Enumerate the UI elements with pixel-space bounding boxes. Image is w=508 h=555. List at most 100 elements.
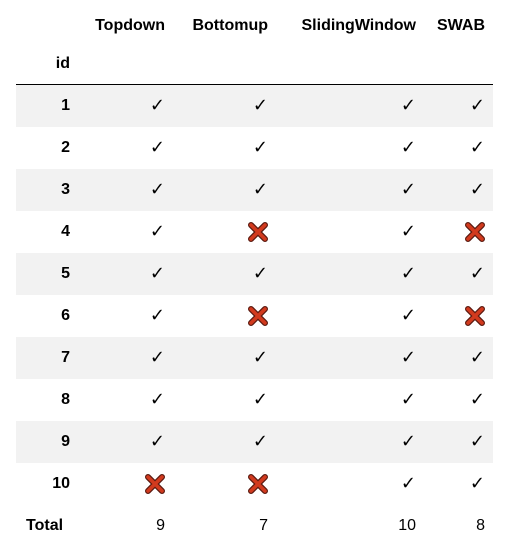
total-label: Total [26, 517, 64, 534]
check-icon: ✓ [400, 262, 416, 284]
cell-slidingwindow: ✓ [276, 127, 424, 169]
cell-topdown: ✓ [78, 295, 173, 337]
corner-cell [16, 8, 78, 44]
total-swab: 8 [476, 517, 485, 534]
check-icon: ✓ [400, 304, 416, 326]
table-row: 8 ✓ ✓ ✓ ✓ [16, 379, 493, 421]
table-row: 6 ✓ ✓ [16, 295, 493, 337]
cell-slidingwindow: ✓ [276, 463, 424, 505]
index-header-empty [173, 44, 276, 85]
table-row: 1 ✓ ✓ ✓ ✓ [16, 84, 493, 128]
check-icon: ✓ [469, 346, 485, 368]
cell-swab: ✓ [424, 127, 493, 169]
cell-bottomup: ✓ [173, 127, 276, 169]
column-header-topdown: Topdown [95, 17, 165, 34]
index-header-empty [424, 44, 493, 85]
cell-swab: ✓ [424, 463, 493, 505]
cell-topdown [78, 463, 173, 505]
cell-topdown: ✓ [78, 127, 173, 169]
check-icon: ✓ [252, 430, 268, 452]
check-icon: ✓ [469, 472, 485, 494]
row-id: 7 [61, 349, 70, 366]
row-id: 10 [52, 475, 70, 492]
cell-slidingwindow: ✓ [276, 253, 424, 295]
table-row: 10 ✓ ✓ [16, 463, 493, 505]
check-icon: ✓ [400, 430, 416, 452]
table-row: 9 ✓ ✓ ✓ ✓ [16, 421, 493, 463]
cross-icon [248, 306, 268, 326]
column-header-bottomup: Bottomup [192, 17, 268, 34]
cell-swab: ✓ [424, 85, 493, 128]
check-icon: ✓ [400, 220, 416, 242]
cell-swab [424, 211, 493, 253]
check-icon: ✓ [149, 220, 165, 242]
cell-bottomup: ✓ [173, 85, 276, 128]
check-icon: ✓ [149, 136, 165, 158]
total-row: Total 9 7 10 8 [16, 505, 493, 547]
check-icon: ✓ [252, 178, 268, 200]
column-header-slidingwindow: SlidingWindow [301, 17, 417, 34]
cell-slidingwindow: ✓ [276, 421, 424, 463]
cell-swab: ✓ [424, 169, 493, 211]
cell-topdown: ✓ [78, 379, 173, 421]
cell-slidingwindow: ✓ [276, 379, 424, 421]
cell-bottomup: ✓ [173, 169, 276, 211]
cell-topdown: ✓ [78, 169, 173, 211]
results-table: Topdown Bottomup SlidingWindow SWAB id 1… [16, 8, 493, 547]
row-id: 5 [61, 265, 70, 282]
total-slidingwindow: 10 [398, 517, 416, 534]
index-header-empty [78, 44, 173, 85]
cross-icon [248, 474, 268, 494]
check-icon: ✓ [469, 94, 485, 116]
table-header: Topdown Bottomup SlidingWindow SWAB id [16, 8, 493, 85]
total-bottomup: 7 [259, 517, 268, 534]
check-icon: ✓ [149, 304, 165, 326]
cell-swab: ✓ [424, 253, 493, 295]
check-icon: ✓ [400, 346, 416, 368]
cell-swab: ✓ [424, 421, 493, 463]
check-icon: ✓ [149, 94, 165, 116]
check-icon: ✓ [469, 178, 485, 200]
table-row: 7 ✓ ✓ ✓ ✓ [16, 337, 493, 379]
check-icon: ✓ [469, 136, 485, 158]
cell-bottomup: ✓ [173, 253, 276, 295]
column-header-row: Topdown Bottomup SlidingWindow SWAB [16, 8, 493, 44]
table-row: 4 ✓ ✓ [16, 211, 493, 253]
check-icon: ✓ [252, 346, 268, 368]
check-icon: ✓ [400, 136, 416, 158]
table-body: 1 ✓ ✓ ✓ ✓ 2 ✓ ✓ ✓ ✓ 3 ✓ ✓ ✓ ✓ 4 ✓ ✓ 5 ✓ ✓ ✓ ✓ 6 ✓ ✓ 7 ✓ ✓ ✓ ✓ 8 ✓ ✓ ✓ ✓ 9 ✓ ✓ ✓… [16, 84, 493, 547]
cell-slidingwindow: ✓ [276, 295, 424, 337]
check-icon: ✓ [149, 388, 165, 410]
check-icon: ✓ [149, 346, 165, 368]
check-icon: ✓ [400, 388, 416, 410]
table-row: 3 ✓ ✓ ✓ ✓ [16, 169, 493, 211]
results-table-container: Topdown Bottomup SlidingWindow SWAB id 1… [16, 8, 493, 547]
cell-slidingwindow: ✓ [276, 169, 424, 211]
check-icon: ✓ [149, 262, 165, 284]
cell-bottomup [173, 295, 276, 337]
check-icon: ✓ [400, 94, 416, 116]
column-header-swab: SWAB [437, 17, 485, 34]
cell-slidingwindow: ✓ [276, 211, 424, 253]
row-id: 8 [61, 391, 70, 408]
check-icon: ✓ [252, 262, 268, 284]
cell-bottomup: ✓ [173, 337, 276, 379]
check-icon: ✓ [469, 262, 485, 284]
table-row: 2 ✓ ✓ ✓ ✓ [16, 127, 493, 169]
cross-icon [248, 222, 268, 242]
check-icon: ✓ [400, 178, 416, 200]
row-id: 6 [61, 307, 70, 324]
cell-topdown: ✓ [78, 337, 173, 379]
check-icon: ✓ [149, 178, 165, 200]
row-id: 3 [61, 181, 70, 198]
row-id: 2 [61, 139, 70, 156]
cell-slidingwindow: ✓ [276, 337, 424, 379]
row-id: 9 [61, 433, 70, 450]
cell-bottomup: ✓ [173, 421, 276, 463]
table-row: 5 ✓ ✓ ✓ ✓ [16, 253, 493, 295]
cell-topdown: ✓ [78, 85, 173, 128]
total-topdown: 9 [156, 517, 165, 534]
cell-swab [424, 295, 493, 337]
check-icon: ✓ [149, 430, 165, 452]
row-id: 1 [61, 97, 70, 114]
